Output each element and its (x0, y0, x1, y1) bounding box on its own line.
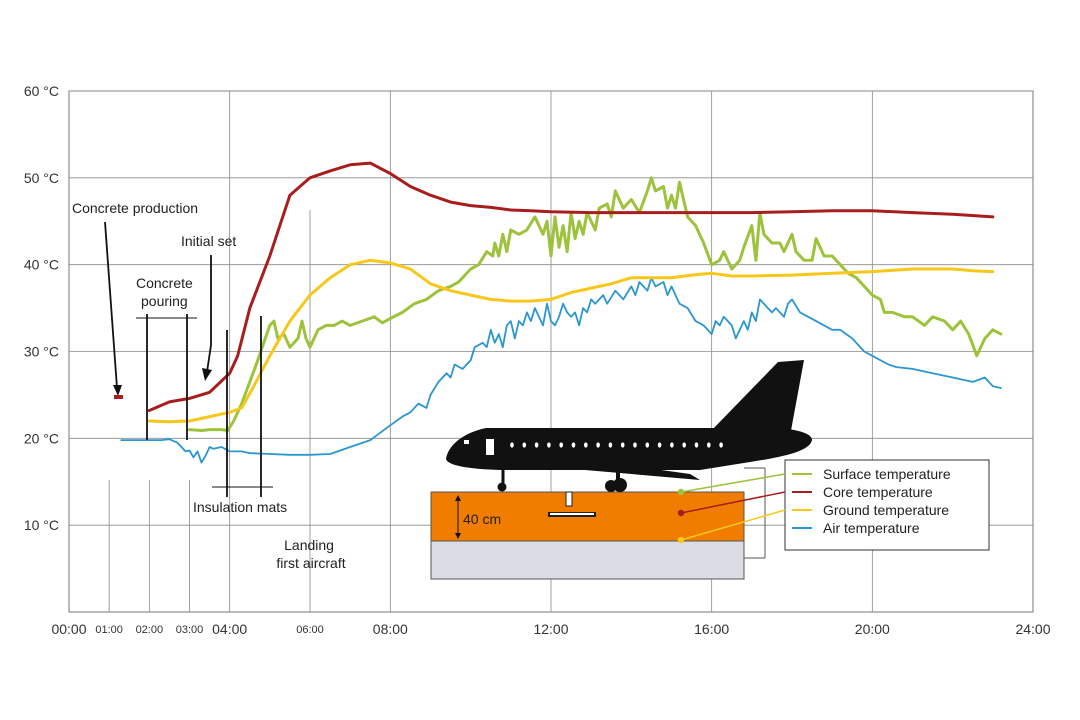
annotation-landing-first-aircraft: Landing first aircraft (276, 537, 345, 571)
x-tick-label: 24:00 (1015, 621, 1050, 637)
airplane-windows (510, 442, 723, 448)
airplane-window (633, 442, 637, 448)
legend-label: Air temperature (823, 520, 920, 536)
airplane-window (682, 442, 686, 448)
marker-concrete-production (114, 395, 123, 399)
airplane-window (694, 442, 699, 448)
series-line-ground-temperature (147, 258, 995, 424)
x-tick-label: 04:00 (212, 621, 247, 637)
series-lines (120, 161, 1003, 464)
arrow-initial-set (206, 255, 212, 373)
annotation-concrete-production: Concrete production (72, 200, 198, 216)
legend-items: Surface temperature Core temperature Groun… (677, 466, 951, 544)
series-line-surface-temperature (188, 176, 1003, 432)
airplane-window (559, 442, 563, 448)
axes: 10 °C 20 °C 30 °C 40 °C 50 °C 60 °C 00:00 01:00… (24, 83, 1051, 637)
arrowhead-concrete-production (113, 385, 122, 396)
sensor-bar-highlight (550, 513, 594, 515)
airplane-window (534, 442, 539, 448)
airplane-cockpit-window (464, 440, 469, 444)
airplane-window (510, 442, 514, 448)
annotation-concrete-pouring: Concrete pouring (136, 275, 197, 309)
arrow-concrete-production (104, 221, 118, 389)
main-gear-wheel-rear (605, 480, 617, 492)
legend-label: Surface temperature (823, 466, 951, 482)
airplane-window (571, 442, 576, 448)
nose-gear-wheel (497, 482, 507, 492)
sensor-stem (565, 491, 573, 507)
airplane-window (707, 442, 711, 448)
ground-layer (430, 540, 745, 580)
sensor-leader-line (680, 509, 786, 541)
x-tick-label: 06:00 (296, 624, 324, 636)
airplane-fuselage (446, 428, 812, 470)
slab-cross-section: 40 cm (430, 467, 766, 580)
dim-arrow-bottom (455, 533, 461, 539)
airplane-wing (575, 458, 700, 480)
sensor-leader-line (680, 473, 786, 493)
y-tick-label: 40 °C (24, 257, 59, 273)
airplane-window (719, 442, 723, 448)
series-line-core-temperature (147, 161, 995, 412)
y-tick-label: 30 °C (24, 344, 59, 360)
annotations: Concrete production Concrete pouring Ini… (72, 200, 346, 571)
x-tick-label: 12:00 (533, 621, 568, 637)
airplane-window (620, 442, 625, 448)
legend-box (784, 459, 990, 551)
slab-thickness-label: 40 cm (463, 511, 501, 527)
x-tick-label: 20:00 (855, 621, 890, 637)
airplane-tail (710, 360, 804, 436)
annotation-initial-set: Initial set (181, 233, 236, 249)
airplane-window (670, 442, 674, 448)
airplane-window (522, 442, 527, 448)
sensor-dot (677, 509, 685, 517)
arrowhead-initial-set (202, 368, 212, 381)
y-tick-label: 20 °C (24, 430, 59, 446)
sensor-leader-line (680, 491, 786, 514)
legend-label: Ground temperature (823, 502, 949, 518)
legend: Surface temperature Core temperature Groun… (677, 459, 990, 551)
airplane-icon (446, 360, 812, 492)
airplane-window (657, 442, 662, 448)
airplane-window (608, 442, 613, 448)
series-line-air-temperature (120, 276, 1002, 464)
airplane-window (645, 442, 650, 448)
airplane-window (596, 442, 600, 448)
x-tick-label: 00:00 (51, 621, 86, 637)
x-tick-label: 02:00 (136, 624, 164, 636)
dim-arrow-top (455, 495, 461, 501)
y-tick-label: 10 °C (24, 517, 59, 533)
main-gear-wheel (613, 478, 627, 492)
sensor-dot (677, 536, 685, 544)
legend-label: Core temperature (823, 484, 933, 500)
x-tick-label: 03:00 (176, 624, 204, 636)
sensor-dot (677, 488, 685, 496)
y-tick-label: 60 °C (24, 83, 59, 99)
x-tick-label: 08:00 (373, 621, 408, 637)
airplane-window (547, 442, 551, 448)
x-tick-label: 16:00 (694, 621, 729, 637)
y-tick-label: 50 °C (24, 170, 59, 186)
airplane-door (486, 439, 494, 455)
x-tick-label: 01:00 (95, 624, 123, 636)
annotation-insulation-mats: Insulation mats (193, 499, 287, 515)
airplane-window (584, 442, 588, 448)
